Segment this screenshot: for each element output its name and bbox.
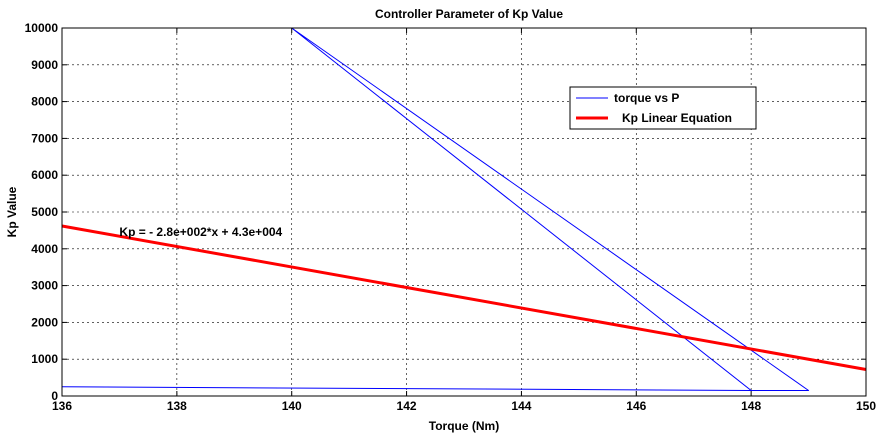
y-tick-label: 0	[51, 389, 58, 403]
y-tick-label: 2000	[31, 315, 58, 329]
chart-title: Controller Parameter of Kp Value	[375, 7, 563, 21]
x-tick-label: 144	[511, 399, 531, 413]
legend-label-kp-linear-equation: Kp Linear Equation	[622, 111, 732, 125]
y-tick-label: 3000	[31, 279, 58, 293]
x-axis-label: Torque (Nm)	[429, 419, 499, 433]
y-axis-label: Kp Value	[5, 186, 19, 237]
x-tick-label: 150	[856, 399, 876, 413]
y-tick-label: 4000	[31, 242, 58, 256]
grid-layer	[62, 28, 866, 396]
x-tick-label: 138	[167, 399, 187, 413]
x-tick-label: 146	[626, 399, 646, 413]
y-tick-label: 9000	[31, 58, 58, 72]
legend-label-torque-vs-p: torque vs P	[614, 91, 679, 105]
y-tick-label: 7000	[31, 131, 58, 145]
y-tick-label: 1000	[31, 352, 58, 366]
y-tick-label: 5000	[31, 205, 58, 219]
annotation-layer: Kp = - 2.8e+002*x + 4.3e+004	[119, 225, 282, 239]
tick-layer: 136 138 140 142 144 146 148 150 0 1000 2000 3000 400…	[25, 21, 877, 413]
x-tick-label: 140	[282, 399, 302, 413]
legend: torque vs P Kp Linear Equation	[569, 86, 757, 130]
x-tick-label: 148	[741, 399, 761, 413]
equation-annotation: Kp = - 2.8e+002*x + 4.3e+004	[119, 225, 282, 239]
series-line-kp-linear-equation	[61, 224, 867, 371]
x-tick-label: 136	[52, 399, 72, 413]
y-tick-label: 10000	[25, 21, 59, 35]
y-tick-label: 8000	[31, 95, 58, 109]
y-tick-label: 6000	[31, 168, 58, 182]
legend-box	[569, 86, 757, 130]
x-tick-label: 142	[397, 399, 417, 413]
